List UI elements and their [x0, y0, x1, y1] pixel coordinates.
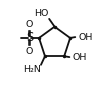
Text: H₂N: H₂N	[23, 65, 41, 74]
Text: HO: HO	[34, 9, 49, 18]
Text: OH: OH	[72, 53, 86, 62]
Text: O: O	[26, 20, 33, 29]
Text: S: S	[26, 31, 33, 44]
Text: OH: OH	[78, 33, 92, 42]
Text: O: O	[26, 47, 33, 56]
